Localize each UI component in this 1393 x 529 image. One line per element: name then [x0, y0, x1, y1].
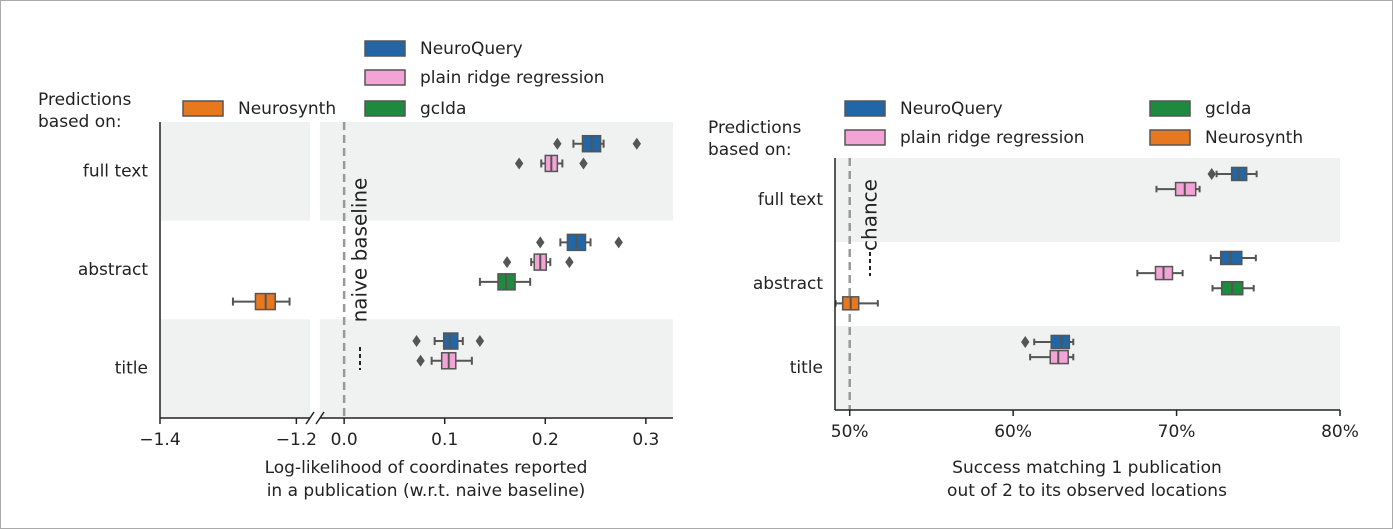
x-tick-label: 0.3	[632, 430, 659, 450]
legend-label: NeuroQuery	[900, 99, 1003, 119]
row-band	[320, 319, 673, 418]
x-tick-label: 0.2	[532, 430, 559, 450]
outlier	[553, 137, 562, 150]
legend-label: Neurosynth	[238, 99, 336, 119]
outlier	[536, 236, 545, 249]
x-tick-label: −1.4	[139, 430, 180, 450]
row-band	[320, 122, 673, 221]
legend-label: Neurosynth	[1205, 128, 1303, 148]
x-axis-label: out of 2 to its observed locations	[947, 481, 1227, 501]
legend-swatch	[844, 129, 886, 146]
axis-break	[305, 411, 315, 425]
outlier	[1207, 167, 1216, 180]
x-tick-label: 60%	[994, 422, 1032, 442]
legend-swatch	[364, 69, 406, 86]
row-band	[835, 326, 1340, 410]
x-tick-label: 0.1	[431, 430, 458, 450]
row-band	[160, 122, 310, 221]
legend-swatch	[364, 100, 406, 117]
outlier	[614, 236, 623, 249]
legend-label: plain ridge regression	[420, 68, 605, 88]
x-axis-label: Success matching 1 publication	[952, 458, 1222, 478]
legend-swatch	[844, 100, 886, 117]
legend-title: based on:	[708, 140, 792, 160]
legend-title: Predictions	[38, 90, 131, 110]
outlier	[502, 256, 512, 269]
legend-swatch	[182, 100, 224, 117]
outlier	[514, 157, 524, 170]
outlier	[579, 157, 588, 170]
outlier	[412, 335, 421, 348]
row-band	[160, 319, 310, 418]
legend-swatch	[1149, 100, 1191, 117]
x-axis-label: Log-likelihood of coordinates reported	[265, 458, 588, 478]
legend-label: gcIda	[1205, 99, 1251, 119]
outlier	[632, 137, 641, 150]
outlier	[475, 335, 485, 348]
y-tick-label: abstract	[78, 260, 148, 280]
y-tick-label: title	[790, 358, 823, 378]
x-tick-label: 50%	[831, 422, 869, 442]
y-tick-label: title	[115, 359, 148, 379]
legend-label: plain ridge regression	[900, 128, 1085, 148]
legend-swatch	[1149, 129, 1191, 146]
x-tick-label: 80%	[1321, 422, 1359, 442]
legend-label: NeuroQuery	[420, 39, 523, 59]
y-tick-label: abstract	[753, 274, 823, 294]
reference-label: naive baseline	[348, 178, 372, 323]
reference-label: chance	[858, 179, 882, 251]
outlier	[1021, 335, 1030, 348]
x-tick-label: 70%	[1158, 422, 1196, 442]
row-band	[835, 158, 1340, 242]
y-tick-label: full text	[83, 161, 148, 181]
x-tick-label: 0.0	[331, 430, 358, 450]
outlier	[416, 354, 425, 367]
legend-swatch	[364, 40, 406, 57]
x-tick-label: −1.2	[276, 430, 317, 450]
axis-break	[315, 411, 325, 425]
legend-title: based on:	[38, 112, 122, 132]
x-axis-label: in a publication (w.r.t. naive baseline)	[267, 481, 586, 501]
outlier	[565, 256, 574, 269]
y-tick-label: full text	[758, 190, 823, 210]
box	[442, 332, 459, 350]
legend-label: gcIda	[420, 99, 466, 119]
legend-title: Predictions	[708, 118, 801, 138]
